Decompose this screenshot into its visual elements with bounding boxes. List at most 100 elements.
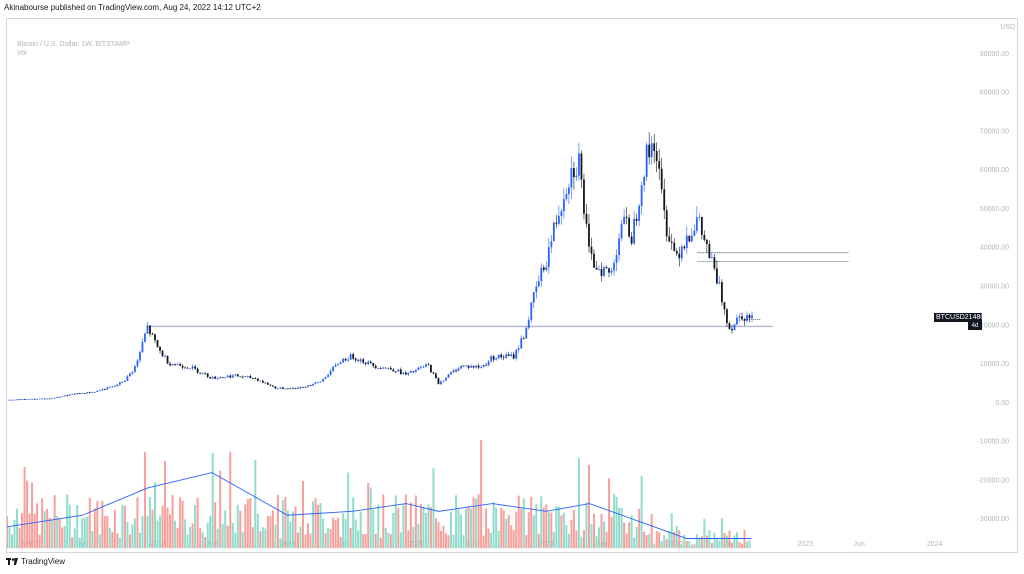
candle-body: [530, 302, 533, 320]
volume-bar: [668, 531, 671, 549]
candle-body: [731, 328, 733, 331]
volume-bar: [690, 544, 693, 549]
volume-bar: [143, 452, 146, 549]
volume-bar: [673, 531, 676, 549]
volume-bar: [683, 534, 686, 549]
candle-body: [234, 374, 237, 376]
volume-bar: [522, 498, 525, 549]
volume-bar: [658, 532, 661, 549]
volume-bar: [517, 495, 520, 549]
volume-bar: [81, 518, 84, 549]
candle-body: [176, 364, 179, 365]
volume-bar: [71, 537, 74, 549]
volume-bar: [88, 497, 91, 549]
volume-bar: [224, 510, 227, 549]
volume-bar: [234, 532, 237, 549]
volume-bar: [678, 530, 681, 549]
volume-bar: [643, 531, 646, 549]
candle-body: [314, 382, 317, 384]
volume-bar: [284, 497, 287, 549]
volume-bar: [76, 505, 79, 549]
candle-body: [635, 218, 638, 221]
volume-bar: [424, 512, 427, 549]
candle-body: [472, 366, 475, 368]
candle-body: [502, 357, 505, 358]
volume-bar: [219, 470, 222, 549]
candle-body: [728, 323, 731, 329]
candle-body: [108, 387, 111, 388]
candle-body: [643, 176, 646, 186]
volume-bar: [625, 533, 628, 549]
volume-bar: [470, 508, 473, 549]
volume-bar: [364, 534, 367, 549]
volume-bar: [216, 528, 219, 549]
candle-body: [442, 380, 445, 382]
volume-bar: [369, 487, 372, 549]
candle-body: [329, 370, 332, 376]
volume-bar: [618, 507, 621, 549]
candle-body: [653, 143, 656, 152]
candle-body: [83, 393, 86, 394]
candle-body: [13, 399, 16, 401]
volume-bar: [407, 530, 410, 549]
volume-bar: [159, 515, 162, 549]
candle-body: [53, 397, 56, 399]
volume-bar: [179, 497, 182, 549]
volume-bar: [201, 532, 204, 549]
volume-bar: [547, 512, 550, 549]
volume-bar: [550, 512, 553, 549]
volume-bar: [276, 494, 279, 549]
volume-bar: [299, 526, 302, 549]
chart-frame[interactable]: USD 90000.00 80000.00 70000.00 60000.00 50000…: [6, 18, 1018, 553]
candle-body: [407, 372, 410, 375]
volume-bar: [38, 534, 41, 549]
volume-bar: [392, 512, 395, 549]
chart-legend: Bitcoin / U.S. Dollar, 1W, BITSTAMP Vol: [17, 40, 130, 58]
candle-body: [166, 355, 169, 364]
candle-body: [480, 367, 483, 368]
candle-body: [670, 241, 673, 243]
volume-bar: [633, 537, 636, 549]
volume-bar: [638, 508, 641, 549]
volume-bar: [93, 508, 96, 549]
y-tick-label: 70000.00: [980, 128, 1009, 135]
volume-bar: [510, 525, 513, 549]
volume-bar: [309, 533, 312, 549]
candle-body: [179, 364, 181, 366]
volume-bar: [16, 508, 19, 549]
volume-bar: [171, 495, 174, 549]
volume-bar: [728, 530, 731, 549]
candle-body: [226, 375, 229, 378]
volume-bar: [146, 515, 149, 549]
candle-body: [575, 175, 578, 178]
volume-bar: [26, 480, 29, 549]
volume-bar: [118, 537, 121, 549]
candle-body: [332, 366, 335, 371]
volume-bar: [545, 504, 548, 549]
candle-body: [477, 365, 480, 368]
candle-body: [425, 364, 427, 367]
candle-body: [590, 246, 593, 254]
volume-bar: [281, 500, 284, 549]
volume-bar: [244, 504, 247, 549]
candle-body: [118, 382, 121, 385]
volume-bar: [600, 513, 603, 549]
candle-body: [688, 235, 691, 242]
volume-bar: [357, 530, 360, 549]
candle-body: [437, 378, 440, 385]
price-chart[interactable]: USD 90000.00 80000.00 70000.00 60000.00 50000…: [7, 19, 1019, 554]
volume-bar: [342, 513, 345, 549]
candle-body: [520, 338, 523, 349]
volume-bar: [542, 507, 545, 549]
volume-bar: [123, 505, 126, 549]
candle-body: [550, 241, 553, 248]
volume-bar: [512, 530, 515, 549]
candle-body: [585, 213, 588, 224]
volume-bar: [274, 524, 277, 549]
candle-body: [63, 395, 66, 397]
candle-body: [272, 385, 274, 387]
volume-bar: [530, 496, 533, 549]
volume-bar: [670, 513, 673, 549]
volume-bar: [204, 536, 207, 549]
candle-body: [625, 216, 628, 218]
